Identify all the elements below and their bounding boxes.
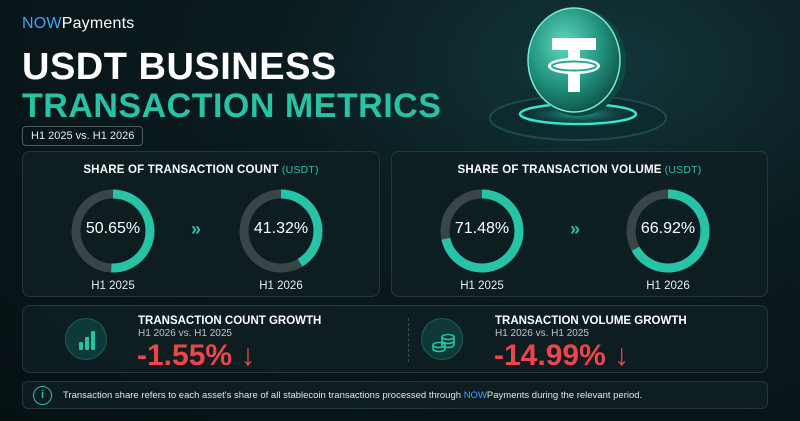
count-growth-title: TRANSACTION COUNT GROWTH [138, 315, 322, 327]
coin-stack-icon [421, 318, 463, 360]
count-share-unit: (USDT) [281, 164, 319, 176]
footnote-brand-payments: Payments [486, 390, 530, 401]
volume-h1-2025-year: H1 2025 [460, 280, 504, 292]
donut-count-h1-2025 [71, 189, 155, 273]
volume-share-unit: (USDT) [664, 164, 702, 176]
chevron-double-right-icon: » [570, 219, 581, 239]
donut-volume-h1-2026 [626, 189, 710, 273]
period-badge: H1 2025 vs. H1 2026 [22, 126, 144, 146]
volume-h1-2026-value: 66.92% [640, 220, 696, 237]
footnote-bar: i Transaction share refers to each asset… [22, 381, 768, 409]
count-h1-2025-year: H1 2025 [91, 280, 135, 292]
count-share-title-text: SHARE OF TRANSACTION COUNT [83, 164, 279, 176]
donut-fill-arc [71, 189, 155, 273]
footnote-text: Transaction share refers to each asset's… [63, 390, 642, 401]
count-h1-2025-value: 50.65% [85, 220, 141, 237]
title-line-1: USDT BUSINESS [22, 46, 337, 88]
volume-h1-2026-year: H1 2026 [646, 280, 690, 292]
bar-chart-icon [65, 318, 107, 360]
volume-growth-value: -14.99% ↓ [494, 339, 630, 372]
footnote-brand-now: NOW [463, 390, 487, 401]
brand-payments: Payments [61, 15, 135, 32]
growth-panel: TRANSACTION COUNT GROWTH H1 2026 vs. H1 … [22, 305, 768, 373]
info-icon: i [33, 386, 52, 405]
volume-share-panel: SHARE OF TRANSACTION VOLUME (USDT) 71.48%… [391, 151, 768, 297]
donut-fill-arc [440, 189, 524, 273]
count-share-title: SHARE OF TRANSACTION COUNT (USDT) [23, 164, 379, 176]
title-line-2: TRANSACTION METRICS [22, 87, 442, 125]
chevron-double-right-icon: » [191, 219, 202, 239]
footnote-after: during the relevant period. [529, 390, 643, 401]
volume-growth-title: TRANSACTION VOLUME GROWTH [495, 315, 687, 327]
volume-h1-2025-value: 71.48% [454, 220, 510, 237]
count-share-panel: SHARE OF TRANSACTION COUNT (USDT) 50.65% … [22, 151, 380, 297]
donut-fill-arc [239, 189, 323, 273]
count-h1-2026-value: 41.32% [253, 220, 309, 237]
footnote-before: Transaction share refers to each asset's… [63, 390, 464, 401]
count-h1-2026-year: H1 2026 [259, 280, 303, 292]
volume-growth-subtitle: H1 2026 vs. H1 2025 [495, 328, 589, 339]
volume-share-title-text: SHARE OF TRANSACTION VOLUME [457, 164, 662, 176]
count-growth-value: -1.55% ↓ [137, 339, 256, 372]
donut-fill-arc [626, 189, 710, 273]
brand-now: NOW [22, 15, 62, 32]
growth-divider [408, 318, 409, 362]
volume-share-title: SHARE OF TRANSACTION VOLUME (USDT) [392, 164, 767, 176]
count-growth-subtitle: H1 2026 vs. H1 2025 [138, 328, 232, 339]
brand-logo: NOWPayments [22, 15, 134, 33]
donut-volume-h1-2025 [440, 189, 524, 273]
tether-coin-illustration [478, 0, 698, 150]
donut-count-h1-2026 [239, 189, 323, 273]
